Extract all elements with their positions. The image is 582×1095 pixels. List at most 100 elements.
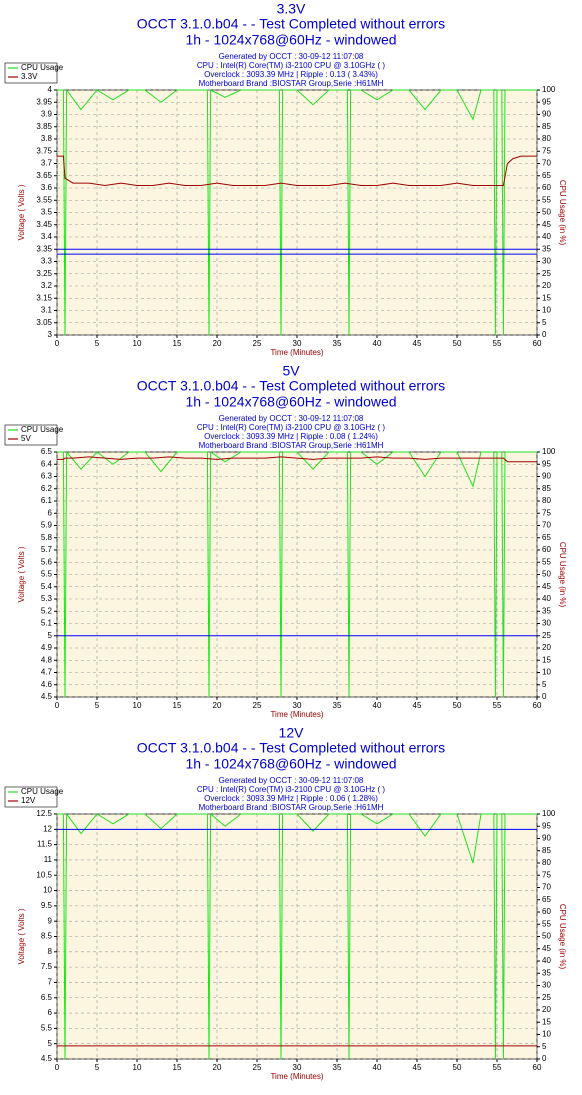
- y-tick-label: 8: [48, 947, 53, 956]
- y2-tick-label: 80: [542, 134, 551, 143]
- y-tick-label: 6.3: [41, 472, 53, 481]
- x-tick-label: 30: [293, 1063, 302, 1072]
- y2-tick-label: 100: [542, 809, 556, 818]
- y-tick-label: 10: [43, 886, 52, 895]
- legend-label: CPU Usage: [21, 787, 64, 796]
- y-tick-label: 11.5: [37, 840, 53, 849]
- x-tick-label: 60: [533, 1063, 542, 1072]
- y-tick-label: 3.95: [36, 97, 52, 106]
- y2-tick-label: 80: [542, 496, 551, 505]
- y2-tick-label: 95: [542, 821, 551, 830]
- y2-tick-label: 95: [542, 97, 551, 106]
- info-line: Motherboard Brand :BIOSTAR Group,Serie :…: [199, 803, 384, 812]
- y-tick-label: 6.5: [41, 993, 53, 1002]
- info-line: Generated by OCCT : 30-09-12 11:07:08: [219, 414, 364, 423]
- x-tick-label: 55: [493, 701, 502, 710]
- y2-tick-label: 60: [542, 545, 551, 554]
- title: OCCT 3.1.0.b04 - - Test Completed withou…: [137, 740, 445, 756]
- y2-tick-label: 90: [542, 472, 551, 481]
- info-line: Overclock : 3093.39 MHz | Ripple : 0.13 …: [204, 70, 378, 79]
- y-tick-label: 11: [44, 855, 53, 864]
- y2-axis-label: CPU Usage (in %): [558, 180, 567, 246]
- y-tick-label: 3.1: [41, 306, 53, 315]
- info-line: Generated by OCCT : 30-09-12 11:07:08: [219, 52, 364, 61]
- y-tick-label: 3.2: [41, 281, 53, 290]
- y-tick-label: 3.35: [36, 244, 52, 253]
- x-tick-label: 45: [413, 1063, 422, 1072]
- y2-tick-label: 30: [542, 257, 551, 266]
- y2-tick-label: 50: [542, 208, 551, 217]
- y2-tick-label: 25: [542, 631, 551, 640]
- y-tick-label: 5.1: [41, 619, 53, 628]
- info-line: CPU : Intel(R) Core(TM) i3-2100 CPU @ 3.…: [197, 61, 385, 70]
- y-tick-label: 3.9: [41, 110, 53, 119]
- y-tick-label: 12.5: [36, 809, 52, 818]
- y2-tick-label: 20: [542, 643, 551, 652]
- info-line: Generated by OCCT : 30-09-12 11:07:08: [219, 776, 364, 785]
- y2-tick-label: 10: [542, 668, 551, 677]
- series-line: [57, 456, 537, 463]
- y-tick-label: 5.8: [41, 533, 53, 542]
- series-line: [57, 812, 537, 1060]
- x-tick-label: 25: [253, 701, 262, 710]
- x-tick-label: 0: [55, 1063, 60, 1072]
- x-tick-label: 45: [413, 339, 422, 348]
- y-tick-label: 3.45: [36, 220, 52, 229]
- y-tick-label: 6.4: [41, 459, 53, 468]
- legend-label: 5V: [21, 434, 31, 443]
- y2-tick-label: 10: [542, 306, 551, 315]
- y-tick-label: 5: [48, 1039, 53, 1048]
- legend-label: CPU Usage: [21, 425, 64, 434]
- x-tick-label: 30: [293, 701, 302, 710]
- x-tick-label: 35: [333, 701, 342, 710]
- y-tick-label: 3.3: [41, 257, 53, 266]
- y-tick-label: 5.3: [41, 594, 53, 603]
- y2-tick-label: 85: [542, 122, 551, 131]
- x-tick-label: 0: [55, 339, 60, 348]
- y2-tick-label: 95: [542, 459, 551, 468]
- y2-tick-label: 10: [542, 1030, 551, 1039]
- x-tick-label: 35: [333, 1063, 342, 1072]
- y-tick-label: 3.5: [41, 208, 53, 217]
- x-tick-label: 15: [173, 1063, 182, 1072]
- y2-tick-label: 15: [542, 293, 551, 302]
- y2-tick-label: 35: [542, 968, 551, 977]
- y2-tick-label: 55: [542, 557, 551, 566]
- y-tick-label: 3.6: [41, 183, 53, 192]
- y2-tick-label: 60: [542, 183, 551, 192]
- x-tick-label: 60: [533, 701, 542, 710]
- y2-tick-label: 0: [542, 692, 547, 701]
- y-tick-label: 9.5: [41, 901, 53, 910]
- x-tick-label: 55: [493, 1063, 502, 1072]
- heading: 5V: [282, 363, 300, 379]
- info-line: Overclock : 3093.39 MHz | Ripple : 0.06 …: [204, 794, 378, 803]
- y2-tick-label: 60: [542, 907, 551, 916]
- y-tick-label: 3.8: [41, 134, 53, 143]
- x-tick-label: 25: [253, 1063, 262, 1072]
- y-tick-label: 4.6: [41, 680, 53, 689]
- heading: 12V: [279, 725, 305, 741]
- y2-tick-label: 15: [542, 1017, 551, 1026]
- y2-tick-label: 45: [542, 944, 551, 953]
- subtitle: 1h - 1024x768@60Hz - windowed: [185, 756, 396, 772]
- y2-tick-label: 30: [542, 981, 551, 990]
- y2-tick-label: 75: [542, 508, 551, 517]
- x-tick-label: 5: [95, 1063, 100, 1072]
- y2-tick-label: 35: [542, 606, 551, 615]
- x-tick-label: 50: [453, 339, 462, 348]
- y2-tick-label: 75: [542, 870, 551, 879]
- info-line: CPU : Intel(R) Core(TM) i3-2100 CPU @ 3.…: [197, 785, 385, 794]
- y-tick-label: 6: [48, 1008, 53, 1017]
- x-tick-label: 5: [95, 339, 100, 348]
- x-axis-label: Time (Minutes): [270, 348, 323, 357]
- y2-tick-label: 5: [542, 318, 547, 327]
- y-tick-label: 7: [48, 978, 53, 987]
- info-line: CPU : Intel(R) Core(TM) i3-2100 CPU @ 3.…: [197, 423, 385, 432]
- x-tick-label: 30: [293, 339, 302, 348]
- y2-tick-label: 100: [542, 85, 556, 94]
